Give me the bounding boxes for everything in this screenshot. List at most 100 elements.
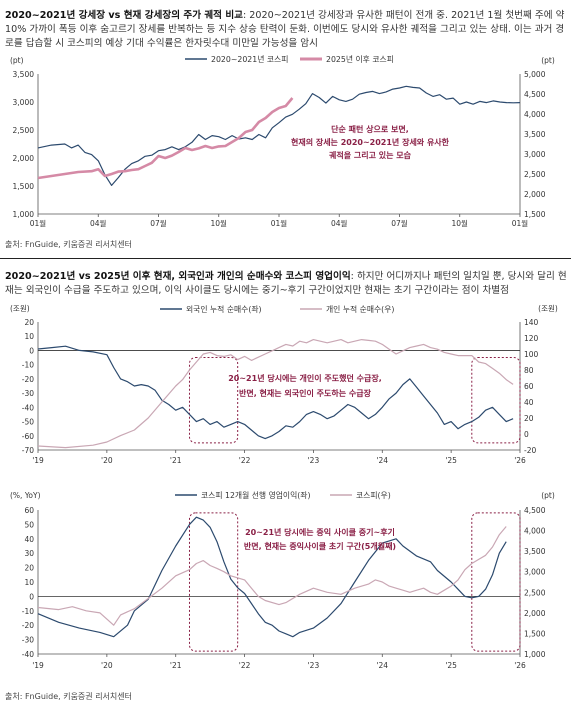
chart3-highlight-box — [188, 512, 239, 652]
chart2-xtick-label: '21 — [170, 456, 182, 465]
chart2-xtick-label: '23 — [308, 456, 320, 465]
chart2-ytick-right: 40 — [524, 398, 534, 407]
chart2-xtick-label: '22 — [239, 456, 251, 465]
chart3-xtick-label: '20 — [101, 661, 113, 670]
chart1-ytick-left: 3,500 — [13, 70, 35, 79]
chart3-highlight-box — [471, 512, 521, 652]
chart1-ytick-right: 3,000 — [524, 150, 546, 159]
chart1-legend-label: 2025년 이후 코스피 — [326, 54, 394, 64]
chart3-ytick-left: 40 — [24, 535, 34, 544]
chart3-legend-label: 코스피 12개월 선행 영업이익(좌) — [201, 490, 311, 500]
chart1-xtick-label: 10월 — [452, 218, 469, 228]
chart1-xtick-label: 04월 — [90, 218, 107, 228]
chart2-ytick-left: -20 — [22, 375, 34, 384]
chart2-annotation: 반면, 현재는 외국인이 주도하는 수급장 — [239, 388, 372, 398]
section2-source: 출처: FnGuide, 키움증권 리서치센터 — [5, 692, 132, 701]
chart3-xtick-label: '22 — [239, 661, 251, 670]
chart3-ytick-left: 20 — [24, 564, 34, 573]
chart3-ytick-right: 1,000 — [524, 650, 546, 659]
section1-title: 2020~2021년 강세장 vs 현재 강세장의 주가 궤적 비교 — [5, 10, 244, 21]
chart2-xtick-label: '24 — [376, 456, 388, 465]
chart1-ytick-left: 2,500 — [13, 126, 35, 135]
chart3-ytick-left: 10 — [24, 578, 34, 587]
chart2-ytick-right: -20 — [524, 446, 536, 455]
chart2-ytick-left: -10 — [22, 361, 34, 370]
chart1-ytick-right: 2,500 — [524, 170, 546, 179]
chart1-ytick-left: 3,000 — [13, 98, 35, 107]
chart3-left-unit: (%, YoY) — [10, 491, 41, 500]
chart3-ytick-left: -20 — [22, 621, 34, 630]
chart2-xtick-label: '19 — [32, 456, 44, 465]
section1-heading: 2020~2021년 강세장 vs 현재 강세장의 주가 궤적 비교: 2020… — [5, 9, 567, 51]
chart2-ytick-left: -60 — [22, 432, 34, 441]
chart3-ytick-right: 3,500 — [524, 547, 546, 556]
chart2-ytick-left: 0 — [29, 346, 34, 355]
chart3-xtick-label: '24 — [376, 661, 388, 670]
chart1-xtick-label: 07월 — [391, 218, 408, 228]
chart3-right-unit: (pt) — [541, 491, 555, 500]
chart1-legend-label: 2020~2021년 코스피 — [211, 54, 288, 64]
chart2-ytick-right: 120 — [524, 334, 539, 343]
chart3-ytick-right: 2,000 — [524, 609, 546, 618]
chart1-ytick-right: 2,000 — [524, 190, 546, 199]
chart3-legend-label: 코스피(우) — [356, 491, 391, 500]
chart2-ytick-right: 140 — [524, 318, 539, 327]
chart1-annotation: 단순 패턴 상으로 보면, — [331, 124, 409, 134]
chart3-ytick-right: 2,500 — [524, 588, 546, 597]
chart3-annotation: 반면, 현재는 중익사이클 초기 구간(5개월째) — [244, 541, 396, 551]
chart1-ytick-left: 1,000 — [13, 210, 35, 219]
chart2-ytick-left: -40 — [22, 403, 34, 412]
chart1-xtick-label: 04월 — [331, 218, 348, 228]
chart2-highlight-box — [188, 357, 239, 444]
chart2-ytick-left: 20 — [24, 318, 34, 327]
chart3-xtick-label: '25 — [445, 661, 457, 670]
chart3-ytick-right: 3,000 — [524, 568, 546, 577]
chart1-series-2-line — [37, 97, 294, 180]
chart1-ytick-left: 1,500 — [13, 182, 35, 191]
chart3-xtick-label: '19 — [32, 661, 44, 670]
chart2-legend-label: 개인 누적 순매수(우) — [326, 304, 394, 314]
chart1-ytick-right: 4,500 — [524, 90, 546, 99]
chart1-xtick-label: 01월 — [30, 218, 47, 228]
chart1-right-unit: (pt) — [541, 56, 555, 65]
chart1-xtick-label: 01월 — [512, 218, 529, 228]
chart2-xtick-label: '25 — [445, 456, 457, 465]
chart2-ytick-right: 80 — [524, 366, 534, 375]
chart3-ytick-right: 4,500 — [524, 506, 546, 515]
chart3-ytick-right: 1,500 — [524, 629, 546, 638]
chart3-ytick-left: 0 — [29, 592, 34, 601]
chart2-left-unit: (조원) — [10, 304, 30, 313]
chart3-xtick-label: '26 — [514, 661, 526, 670]
chart2-highlight-box — [471, 357, 521, 444]
chart3-ytick-left: 60 — [24, 506, 34, 515]
chart1-ytick-left: 2,000 — [13, 154, 35, 163]
chart2-xtick-label: '26 — [514, 456, 526, 465]
chart2-ytick-left: -30 — [22, 389, 34, 398]
section1-source: 출처: FnGuide, 키움증권 리서치센터 — [5, 240, 132, 249]
chart1-ytick-right: 4,000 — [524, 110, 546, 119]
section2-heading: 2020~2021년 vs 2025년 이후 현재, 외국인과 개인의 순매수와… — [5, 270, 567, 298]
section-divider — [0, 258, 571, 259]
chart2-ytick-right: 0 — [524, 430, 529, 439]
chart2-ytick-right: 100 — [524, 350, 539, 359]
chart3-xtick-label: '21 — [170, 661, 182, 670]
chart2-series-1-line — [37, 345, 514, 440]
chart2-ytick-right: 20 — [524, 414, 534, 423]
chart3-ytick-left: -40 — [22, 650, 34, 659]
chart1-left-unit: (pt) — [10, 56, 24, 65]
chart1-ytick-right: 5,000 — [524, 70, 546, 79]
chart3-ytick-left: 30 — [24, 549, 34, 558]
chart2-annotation: 20~21년 당시에는 개인이 주도했던 수급장, — [228, 373, 382, 383]
chart1-series-1-line — [37, 85, 521, 186]
chart2-legend-label: 외국인 누적 순매수(좌) — [186, 304, 262, 314]
chart3-series-2-line — [37, 526, 507, 626]
chart3-ytick-left: 50 — [24, 520, 34, 529]
chart2-series-2-line — [37, 339, 514, 449]
chart1-xtick-label: 10월 — [211, 218, 228, 228]
chart1-annotation: 궤적을 그리고 있는 모습 — [329, 150, 412, 160]
chart1-ytick-right: 3,500 — [524, 130, 546, 139]
chart3-ytick-left: -10 — [22, 607, 34, 616]
